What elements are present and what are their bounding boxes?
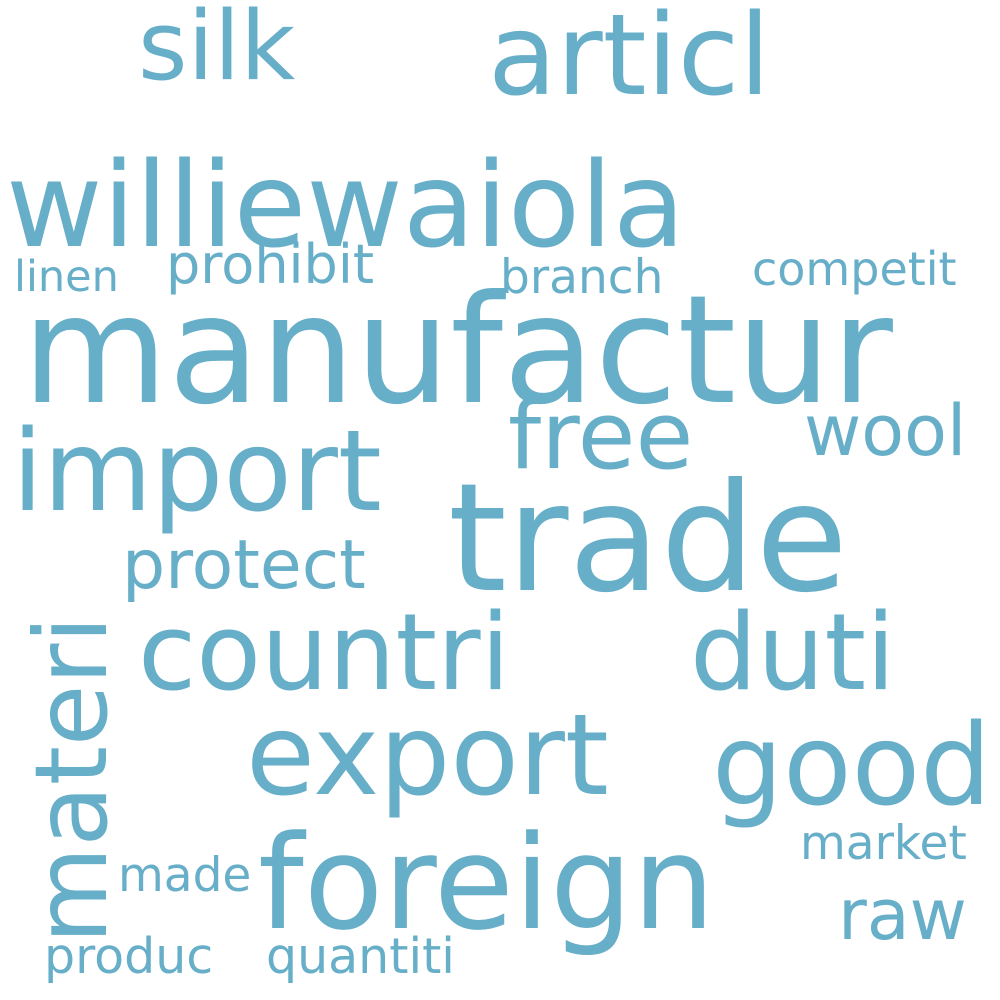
- word-competit: competit: [752, 242, 957, 296]
- word-articl: articl: [488, 0, 771, 121]
- word-quantiti: quantiti: [266, 928, 455, 985]
- word-countri: countri: [138, 591, 511, 714]
- word-silk: silk: [138, 0, 296, 102]
- word-made: made: [118, 848, 252, 903]
- word-prohibit: prohibit: [166, 233, 375, 296]
- word-branch: branch: [500, 250, 664, 305]
- word-foreign: foreign: [258, 807, 715, 959]
- word-williewaiola: williewaiola: [6, 136, 686, 274]
- word-raw: raw: [838, 874, 967, 956]
- word-trade: trade: [448, 452, 848, 626]
- word-import: import: [12, 407, 382, 537]
- word-linen: linen: [14, 252, 119, 302]
- word-wool: wool: [804, 390, 967, 472]
- word-export: export: [246, 691, 609, 821]
- word-free: free: [508, 382, 694, 491]
- word-duti: duti: [690, 591, 896, 714]
- word-produc: produc: [44, 928, 214, 985]
- word-market: market: [800, 816, 967, 871]
- word-manufactur: manufactur: [22, 264, 893, 438]
- word-materi: materi: [13, 615, 130, 944]
- word-protect: protect: [122, 526, 366, 605]
- word-good: good: [712, 701, 992, 831]
